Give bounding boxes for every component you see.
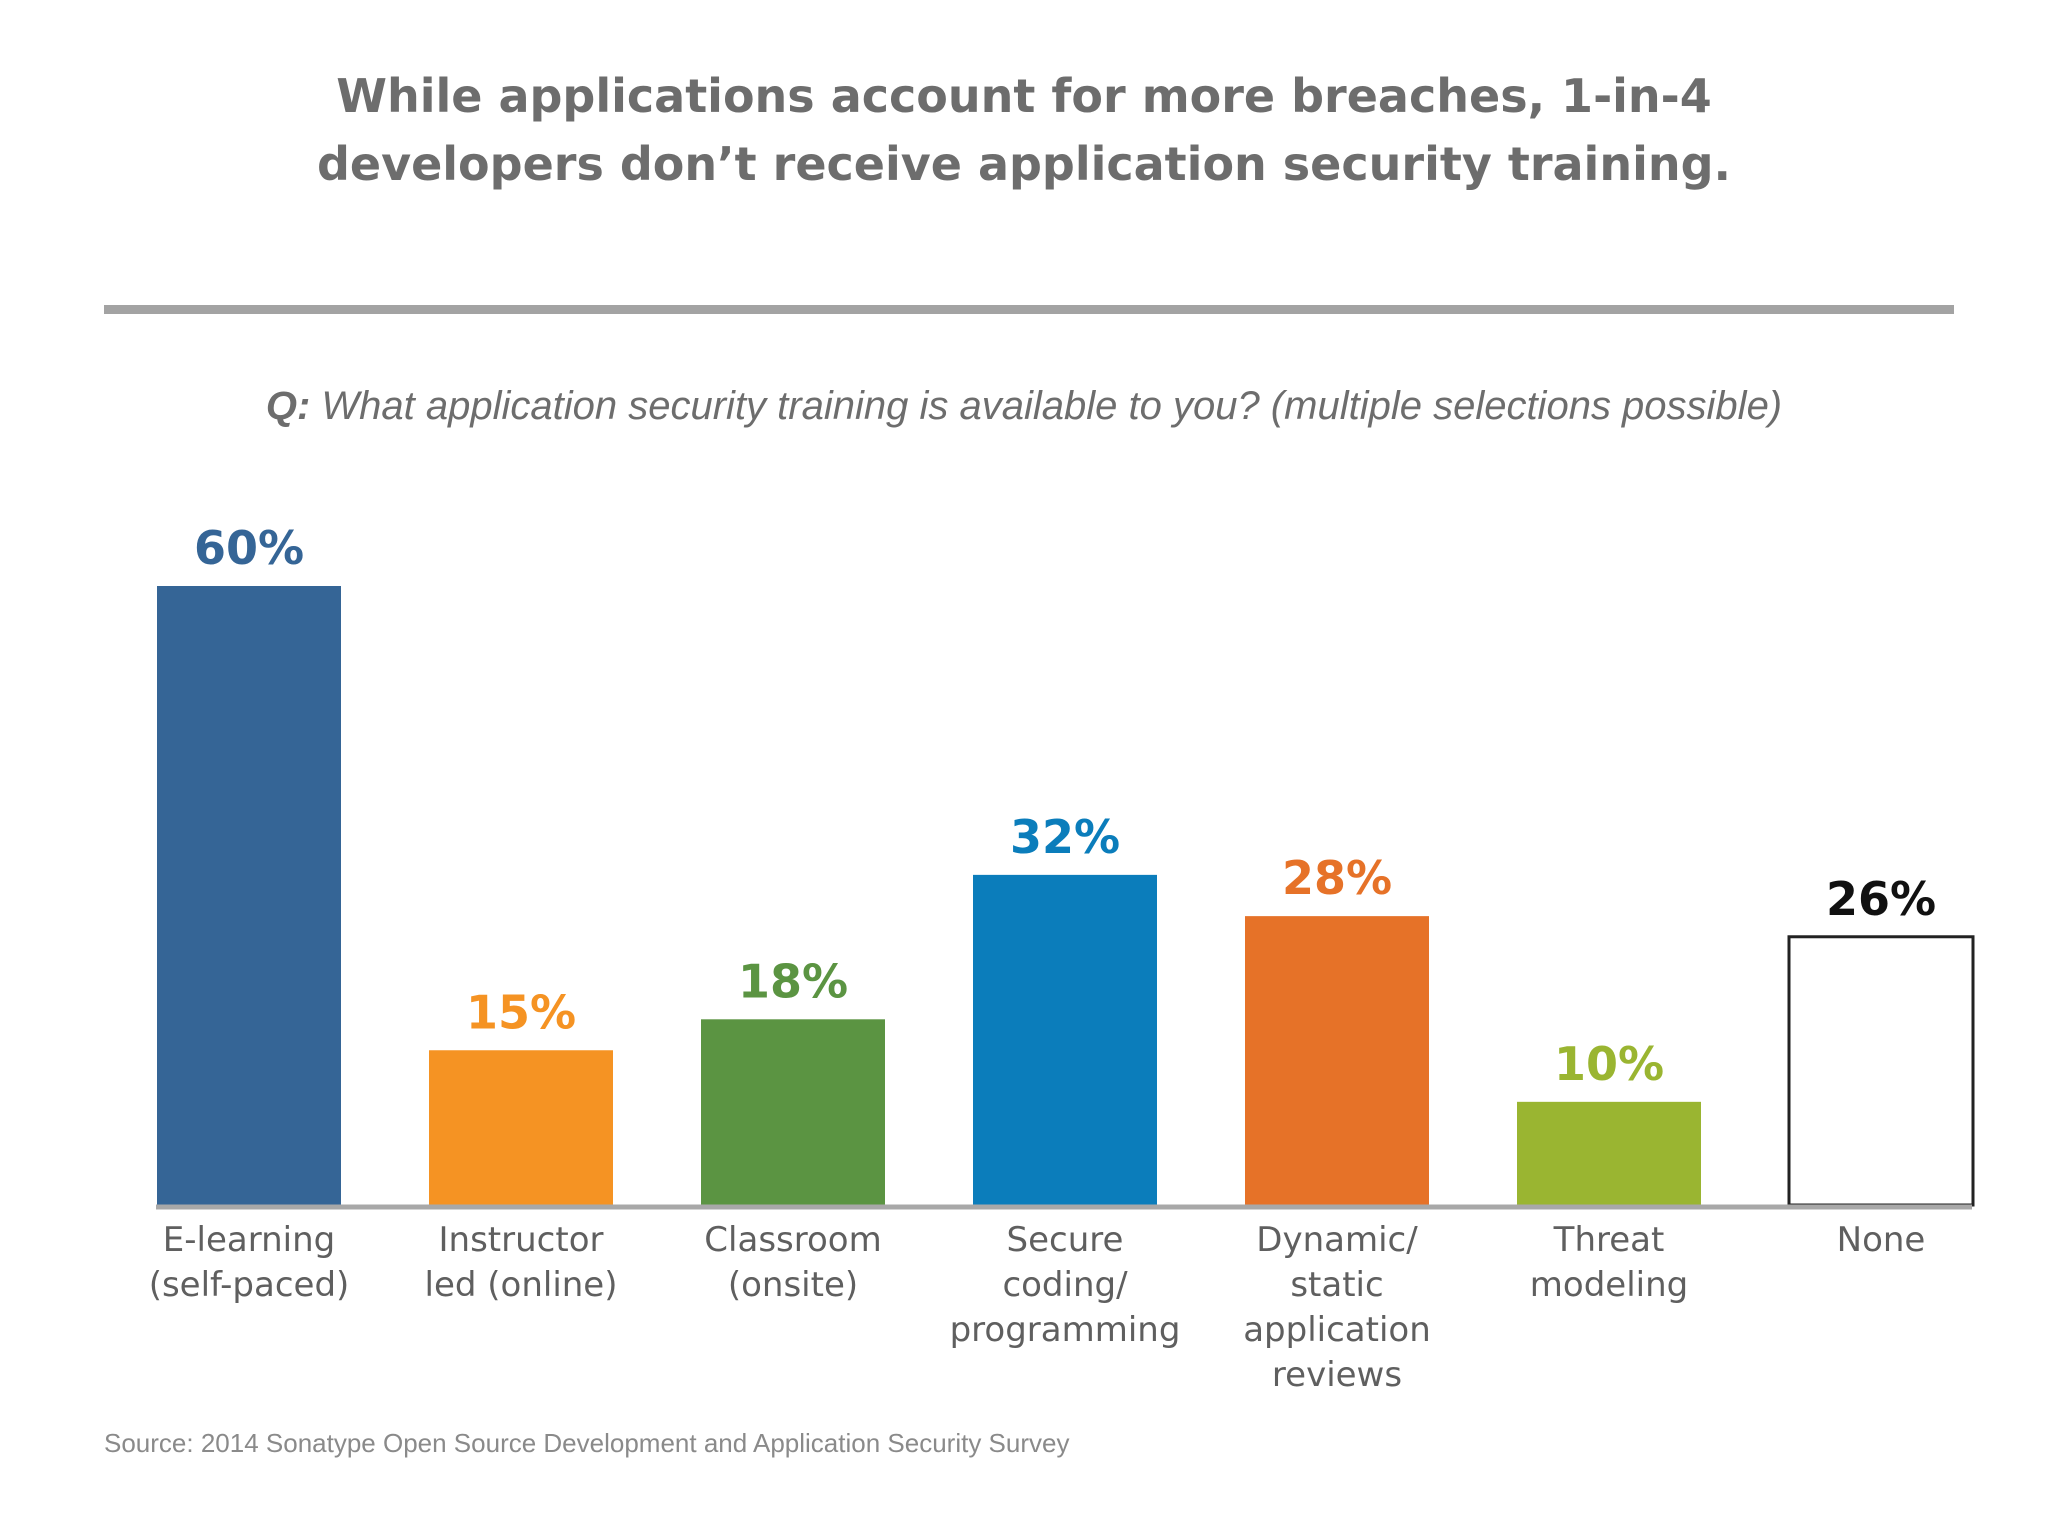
title-divider (104, 305, 1954, 314)
survey-question: Q: What application security training is… (0, 382, 2048, 430)
value-label-3: 32% (1010, 810, 1120, 864)
category-label-6: None (1837, 1220, 1926, 1260)
question-text: What application security training is av… (321, 384, 1783, 428)
category-label-4: Dynamic/static application reviews (1243, 1220, 1431, 1395)
value-label-0: 60% (194, 521, 304, 575)
bar-4 (1245, 916, 1429, 1205)
bar-2 (701, 1019, 885, 1205)
bar-1 (429, 1050, 613, 1205)
source-note: Source: 2014 Sonatype Open Source Develo… (104, 1428, 1070, 1458)
value-label-6: 26% (1826, 872, 1936, 926)
value-label-5: 10% (1554, 1037, 1664, 1091)
value-label-2: 18% (738, 954, 848, 1008)
value-label-4: 28% (1282, 851, 1392, 905)
category-label-0: E-learning (self-paced) (149, 1220, 350, 1305)
chart-title-line-1: While applications account for more brea… (336, 69, 1712, 123)
bar-3 (973, 874, 1157, 1205)
question-prefix: Q: (265, 384, 311, 428)
chart-title-line-2: developers don’t receive application sec… (316, 137, 1731, 191)
category-label-3: Secure coding/programming (950, 1220, 1181, 1350)
bar-0 (157, 586, 341, 1205)
bar-5 (1517, 1101, 1701, 1205)
category-label-5: Threat modeling (1530, 1220, 1688, 1305)
category-label-2: Classroom (onsite) (704, 1220, 881, 1305)
chart-title: While applications account for more brea… (0, 62, 2048, 198)
value-label-1: 15% (466, 985, 576, 1039)
bar-6 (1787, 935, 1975, 1207)
category-label-1: Instructor led (online) (425, 1220, 618, 1305)
